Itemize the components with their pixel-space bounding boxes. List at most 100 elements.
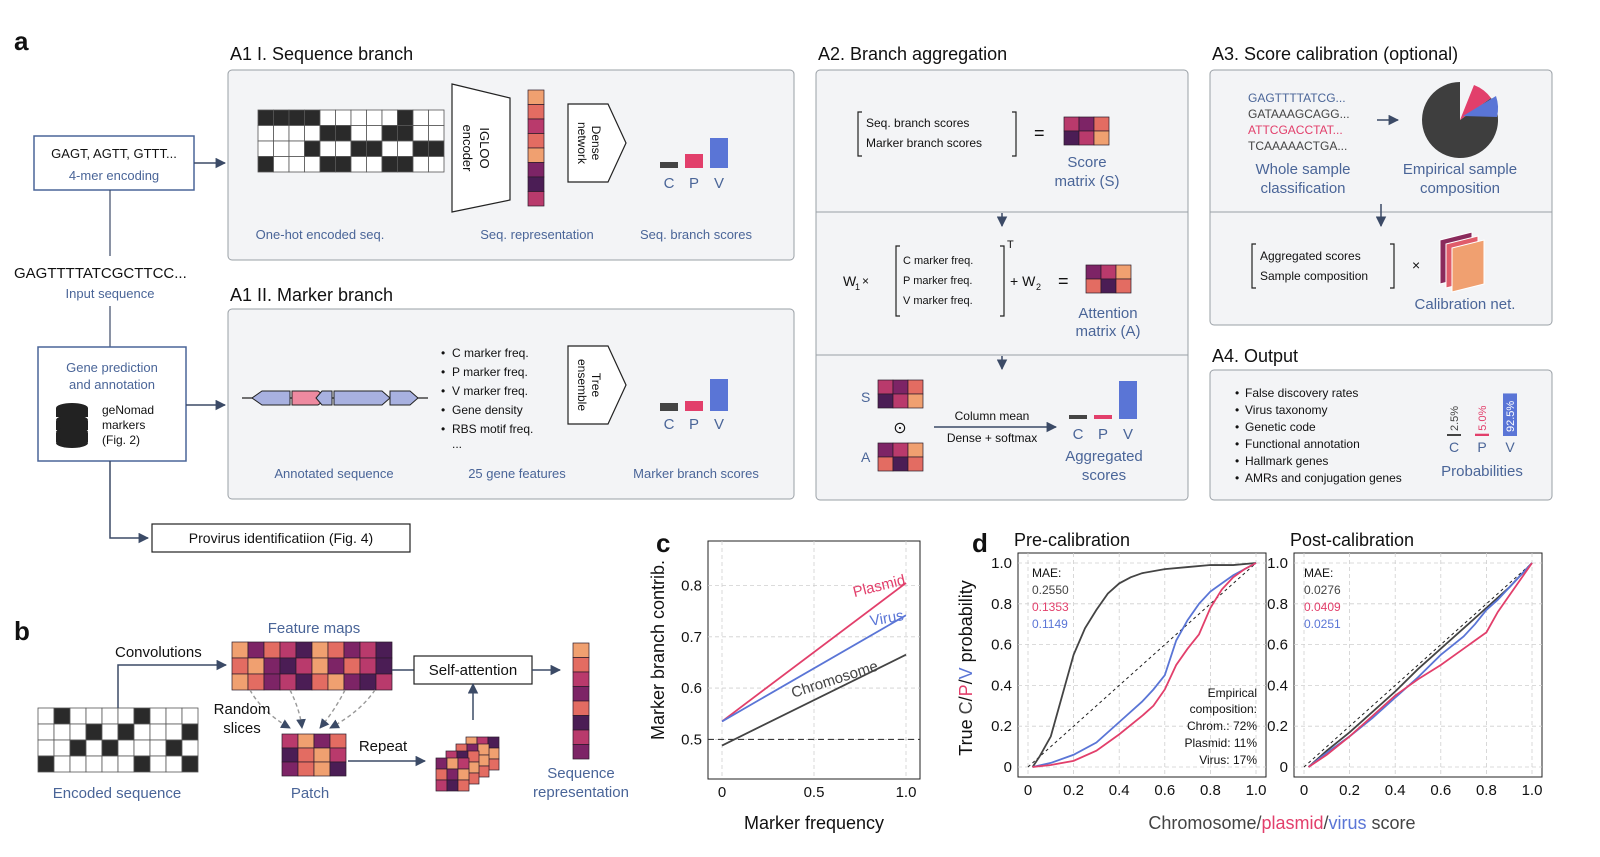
onehot-cell — [304, 156, 321, 173]
chart-pre-calibration: 0 0.2 0.4 0.6 0.8 1.0 0 0.2 0.4 0.6 0.8 1.0 — [991, 552, 1267, 799]
heat-cell — [457, 768, 470, 781]
series-line — [721, 614, 907, 723]
onehot-cell — [335, 125, 352, 142]
output-list: • False discovery rates • Virus taxonomy… — [1235, 386, 1402, 485]
y-tick-label: 1.0 — [991, 555, 1012, 572]
patch-grid — [281, 733, 347, 777]
heat-cell — [343, 673, 361, 691]
heat-cell — [477, 765, 490, 778]
probability-bar — [1447, 434, 1461, 436]
heat-cell — [281, 747, 299, 763]
score-matrix-s — [1063, 116, 1110, 146]
post-title: Post-calibration — [1290, 530, 1414, 550]
probability-bars: 2.5% C 5.0% P 92.5% V — [1447, 393, 1517, 455]
output-item: AMRs and conjugation genes — [1245, 471, 1402, 485]
x-tick-label: 0.2 — [1339, 782, 1360, 799]
pre-mae-label: MAE: — [1032, 566, 1061, 580]
agg-equals-2: = — [1058, 271, 1069, 291]
y-tick-label: 0.4 — [991, 677, 1012, 694]
heat-cell — [446, 757, 459, 770]
x-tick-label: 0 — [1300, 782, 1308, 799]
onehot-grid — [257, 109, 445, 173]
cal-whole-label-1: Whole sample — [1255, 161, 1350, 178]
xlabel-part: Chromosome — [1148, 813, 1256, 833]
svg-text:•: • — [441, 403, 445, 417]
score-letter: P — [689, 416, 699, 433]
tree-label-1: Tree — [589, 373, 603, 398]
heat-cell — [231, 657, 249, 675]
provirus-box — [151, 523, 411, 553]
agg-freq-row: P marker freq. — [903, 275, 973, 287]
onehot-cell — [37, 723, 55, 741]
y-tick-label: 0.5 — [681, 731, 702, 748]
pre-mae-plasmid: 0.1353 — [1032, 600, 1069, 614]
onehot-cell — [428, 125, 445, 142]
x-tick-label: 0.8 — [1476, 782, 1497, 799]
column-mean-label: Column mean — [955, 409, 1030, 423]
agg-transpose: T — [1007, 239, 1014, 251]
cal-title: A3. Score calibration (optional) — [1212, 44, 1458, 64]
onehot-cell — [381, 140, 398, 157]
onehot-cell — [335, 109, 352, 126]
score-bar — [660, 162, 678, 168]
heat-cell — [572, 657, 590, 673]
marker-features-label: 25 gene features — [468, 466, 566, 481]
heat-cell — [572, 729, 590, 745]
onehot-cell — [85, 755, 103, 773]
cal-seq: GATAAAGCAGG... — [1248, 107, 1350, 121]
x-axis-label: Marker frequency — [744, 813, 884, 833]
x-tick-label: 0.5 — [804, 784, 825, 801]
heat-cell — [487, 758, 500, 771]
heat-cell — [527, 147, 545, 163]
onehot-cell — [165, 723, 183, 741]
cal-row: Aggregated scores — [1260, 249, 1361, 263]
onehot-cell — [319, 140, 336, 157]
empirical-line: composition: — [1190, 702, 1257, 716]
xlabel-part: score — [1367, 813, 1416, 833]
pre-mae-virus: 0.1149 — [1032, 617, 1068, 631]
heat-cell — [263, 657, 281, 675]
onehot-cell — [133, 723, 151, 741]
marker-branch-panel — [227, 308, 795, 500]
onehot-cell — [101, 755, 119, 773]
post-mae-plasmid: 0.0409 — [1304, 600, 1341, 614]
heat-cell — [572, 686, 590, 702]
heat-cell — [313, 733, 331, 749]
heat-cell — [1093, 116, 1110, 132]
heat-cell — [343, 657, 361, 675]
onehot-cell — [133, 755, 151, 773]
b-random-1: Random — [214, 701, 271, 718]
input-sequence-label: Input sequence — [66, 286, 155, 301]
heat-cell — [907, 442, 924, 458]
heat-cell — [311, 641, 329, 659]
onehot-cell — [288, 140, 305, 157]
onehot-cell — [101, 707, 119, 725]
heat-cell — [892, 393, 909, 409]
onehot-cell — [53, 723, 71, 741]
gene-box-title-1: Gene prediction — [66, 360, 158, 375]
marker-feature-list: • C marker freq. • P marker freq. • V ma… — [441, 346, 533, 451]
score-bar — [660, 403, 678, 411]
onehot-cell — [257, 140, 274, 157]
heat-cell — [572, 671, 590, 687]
xlabel-part: virus — [1329, 813, 1367, 833]
onehot-cell — [133, 707, 151, 725]
seq-branch-title: A1 I. Sequence branch — [230, 44, 413, 64]
svg-text:•: • — [1235, 420, 1239, 434]
probability-bar — [1475, 433, 1489, 436]
b-feature-maps: Feature maps — [268, 620, 361, 637]
series-line — [721, 582, 907, 723]
cal-empirical-label-1: Empirical sample — [1403, 161, 1517, 178]
b-seq-repr-1: Sequence — [547, 765, 615, 782]
heat-cell — [231, 641, 249, 659]
dense-network-shape — [567, 103, 627, 183]
b-repeat: Repeat — [359, 738, 408, 755]
y-tick-label: 0.6 — [991, 637, 1012, 654]
onehot-cell — [181, 739, 199, 757]
onehot-cell — [181, 707, 199, 725]
heat-cell — [907, 456, 924, 472]
x-tick-label: 0 — [718, 784, 726, 801]
output-item: Virus taxonomy — [1245, 403, 1327, 417]
heat-cell — [1115, 278, 1132, 294]
